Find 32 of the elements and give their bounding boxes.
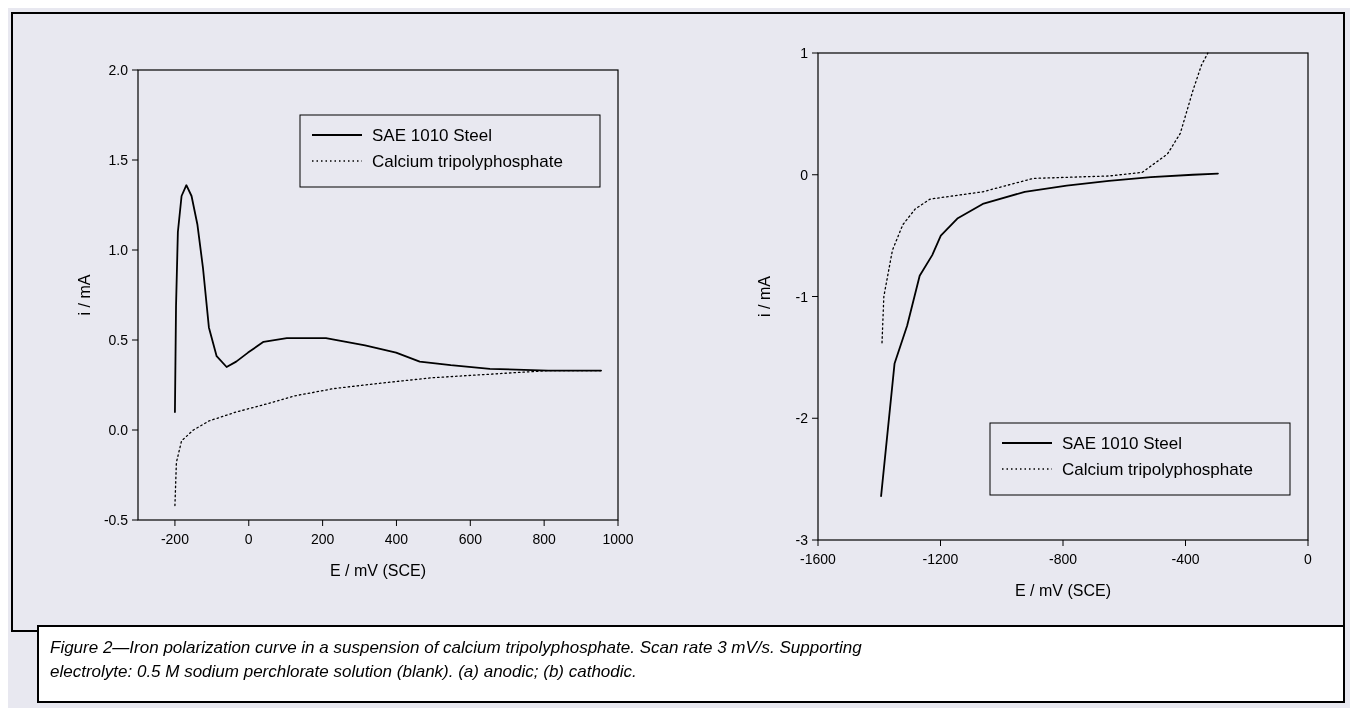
x-tick-label: -1600 (800, 551, 837, 567)
legend-label: SAE 1010 Steel (372, 126, 493, 145)
legend-label: Calcium tripolyphosphate (372, 152, 563, 171)
y-axis-title: i / mA (756, 275, 773, 317)
y-tick-label: 0.0 (108, 422, 129, 438)
y-tick-label: 1.5 (108, 152, 129, 168)
x-tick-label: 400 (384, 531, 409, 547)
x-tick-label: 600 (458, 531, 483, 547)
y-axis-title: i / mA (76, 274, 93, 316)
y-tick-label: 0 (800, 166, 809, 183)
y-tick-label: 1.0 (108, 242, 129, 258)
y-tick-label: 2.0 (108, 62, 129, 78)
y-tick-label: 1 (800, 45, 809, 61)
x-tick-label: -200 (160, 531, 190, 547)
x-tick-label: -800 (1048, 551, 1078, 567)
x-tick-label: 0 (1304, 551, 1313, 567)
x-tick-label: 200 (310, 531, 335, 547)
x-tick-label: 800 (532, 531, 557, 547)
y-tick-label: -0.5 (103, 512, 129, 528)
x-tick-label: 1000 (602, 531, 634, 547)
x-tick-label: -400 (1171, 551, 1200, 567)
y-tick-label: 0.5 (108, 332, 129, 348)
x-tick-label: 0 (244, 531, 253, 547)
x-tick-label: -1200 (922, 551, 959, 567)
legend-label: SAE 1010 Steel (1062, 434, 1183, 453)
y-tick-label: -1 (795, 288, 809, 305)
y-tick-label: -2 (795, 410, 809, 427)
x-axis-title: E / mV (SCE) (1014, 582, 1112, 599)
y-tick-label: -3 (795, 532, 809, 548)
x-axis-title: E / mV (SCE) (329, 562, 427, 579)
legend-label: Calcium tripolyphosphate (1062, 460, 1253, 479)
caption: Figure 2—Iron polarization curve in a suspension of calcium tripolyphosphate. Scan rate 3 mV/s. Supporting electrolyte: 0.5 M sodium perchlorate solution (blank). (a) anodic; (b) cathodic. (50, 638, 863, 681)
